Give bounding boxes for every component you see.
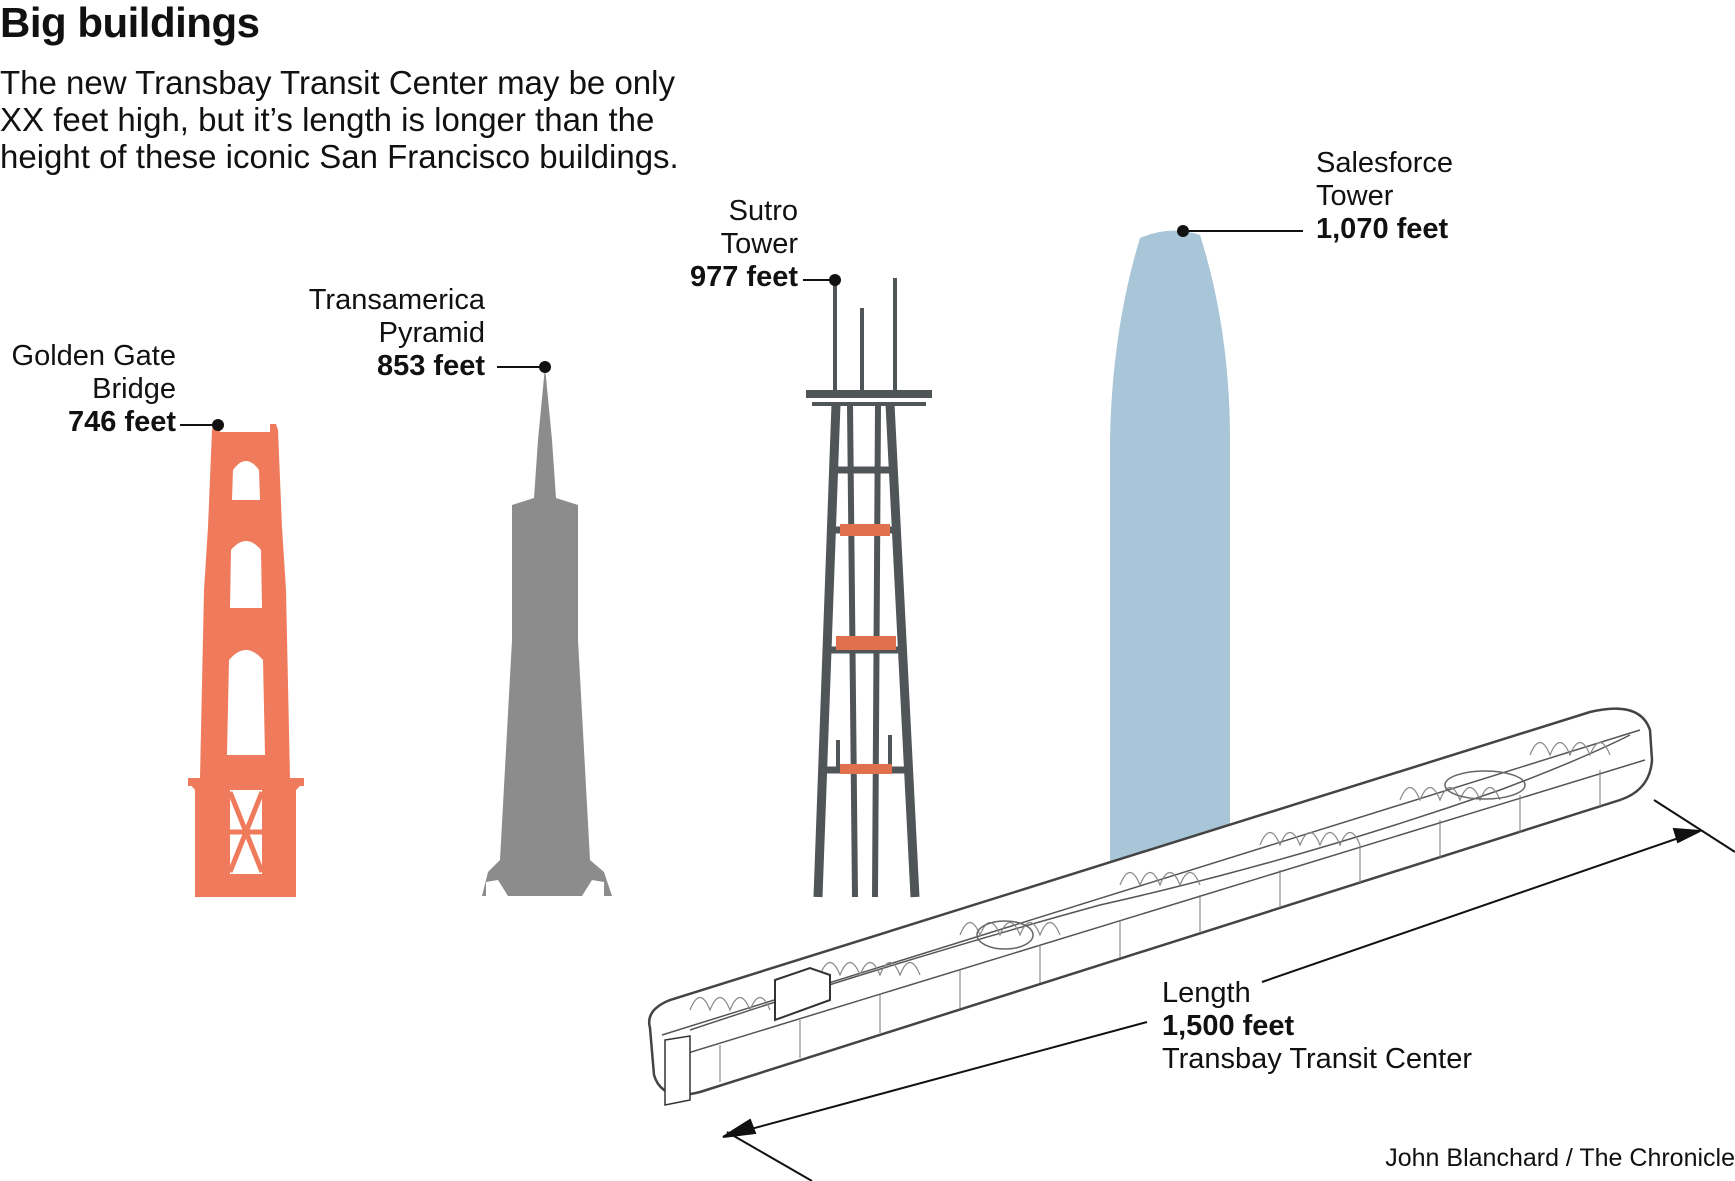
golden-gate-name-line2: Bridge [92, 373, 176, 405]
golden-gate-bridge-shape [188, 424, 304, 897]
transbay-transit-center-shape [647, 707, 1654, 1106]
transamerica-name-line2: Pyramid [378, 317, 485, 349]
transamerica-leader [497, 361, 551, 373]
golden-gate-name-line1: Golden Gate [11, 340, 176, 372]
sutro-band-2 [836, 636, 896, 650]
sutro-height: 977 feet [689, 261, 798, 293]
salesforce-leader [1177, 225, 1303, 237]
salesforce-name-line1: Salesforce [1316, 147, 1454, 179]
transit-center-length: 1,500 feet [1162, 1010, 1295, 1042]
sutro-name-line2: Tower [720, 228, 798, 260]
transamerica-pyramid-shape [482, 367, 612, 896]
salesforce-name-line2: Tower [1316, 180, 1394, 212]
sutro-tower-shape [806, 278, 932, 898]
length-heading: Length [1162, 977, 1251, 1009]
sutro-band-3 [840, 764, 892, 774]
salesforce-height: 1,070 feet [1316, 213, 1449, 245]
salesforce-label: Salesforce Tower 1,070 feet [1316, 147, 1453, 246]
sutro-band-1 [840, 524, 890, 536]
golden-gate-height: 746 feet [67, 406, 176, 438]
golden-gate-leader [180, 419, 224, 431]
transamerica-name-line1: Transamerica [308, 284, 485, 316]
salesforce-tower-shape [1110, 230, 1230, 881]
sutro-leader [803, 274, 841, 286]
transit-center-label: Length 1,500 feet Transbay Transit Cente… [1162, 977, 1472, 1076]
transit-center-name: Transbay Transit Center [1162, 1043, 1472, 1075]
length-dimension [722, 799, 1735, 1181]
sutro-label: Sutro Tower 977 feet [640, 195, 798, 294]
transamerica-height: 853 feet [376, 350, 485, 382]
intro-text: The new Transbay Transit Center may be o… [0, 64, 679, 175]
golden-gate-label: Golden Gate Bridge 746 feet [0, 340, 176, 439]
page-title: Big buildings [0, 0, 260, 46]
sutro-name-line1: Sutro [728, 195, 798, 227]
transamerica-label: Transamerica Pyramid 853 feet [280, 284, 485, 383]
credit-line: John Blanchard / The Chronicle [1385, 1144, 1735, 1172]
